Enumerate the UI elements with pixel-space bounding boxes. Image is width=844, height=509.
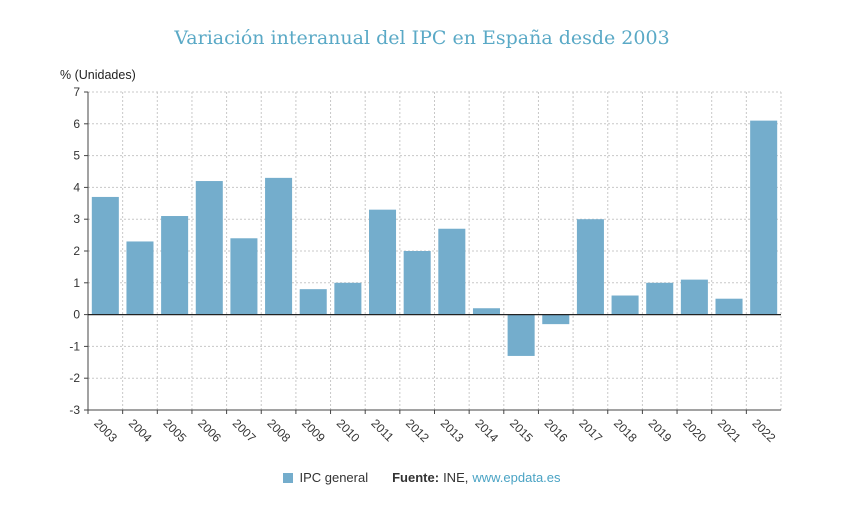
x-tick-label: 2017 xyxy=(576,416,605,445)
bar-2004[interactable] xyxy=(126,241,154,315)
y-tick-label: 3 xyxy=(73,212,80,226)
y-tick-label: 1 xyxy=(73,276,80,290)
x-tick-label: 2020 xyxy=(680,416,709,445)
bar-2014[interactable] xyxy=(472,308,500,315)
bar-2003[interactable] xyxy=(91,196,119,315)
bar-2017[interactable] xyxy=(576,219,604,315)
bar-2016[interactable] xyxy=(542,314,570,325)
y-tick-label: -2 xyxy=(69,371,80,385)
y-tick-label: 4 xyxy=(73,180,80,194)
x-tick-label: 2015 xyxy=(507,416,536,445)
bar-2018[interactable] xyxy=(611,295,639,315)
y-tick-label: 7 xyxy=(73,85,80,99)
legend-swatch-ipc-general xyxy=(283,472,294,483)
x-tick-label: 2021 xyxy=(715,416,744,445)
x-tick-label: 2005 xyxy=(161,416,190,445)
x-axis-ticks: 2003 2004 2005 2006 2007 2008 2009 2010 2011 2012… xyxy=(87,410,779,445)
x-tick-label: 2012 xyxy=(403,416,432,445)
bar-2019[interactable] xyxy=(646,282,674,315)
x-tick-label: 2018 xyxy=(611,416,640,445)
bar-2005[interactable] xyxy=(161,216,189,315)
bar-2006[interactable] xyxy=(195,181,223,315)
x-tick-label: 2014 xyxy=(472,416,501,445)
x-tick-label: 2007 xyxy=(230,416,259,445)
y-tick-label: 5 xyxy=(73,149,80,163)
bar-2010[interactable] xyxy=(334,282,362,315)
legend-label: IPC general xyxy=(299,470,369,485)
source-text: INE, xyxy=(443,470,469,485)
bar-2008[interactable] xyxy=(265,177,293,315)
bar-2012[interactable] xyxy=(403,251,431,315)
gridlines xyxy=(88,91,782,411)
y-axis-ticks: 7 6 5 4 3 2 1 0 -1 -2 -3 xyxy=(69,85,88,417)
y-tick-label: 0 xyxy=(73,308,80,322)
y-tick-label: -1 xyxy=(69,339,80,353)
x-tick-label: 2006 xyxy=(195,416,224,445)
y-axis-unit-label: % (Unidades) xyxy=(60,68,136,82)
source-link[interactable]: www.epdata.es xyxy=(472,470,561,485)
bar-2015[interactable] xyxy=(507,314,535,356)
x-tick-label: 2010 xyxy=(334,416,363,445)
bar-2022[interactable] xyxy=(750,120,778,315)
x-tick-label: 2022 xyxy=(750,416,779,445)
x-tick-label: 2004 xyxy=(126,416,155,445)
bar-2021[interactable] xyxy=(715,298,743,315)
x-tick-label: 2019 xyxy=(646,416,675,445)
y-tick-label: -3 xyxy=(69,403,80,417)
x-tick-label: 2016 xyxy=(542,416,571,445)
bar-2007[interactable] xyxy=(230,238,258,315)
x-tick-label: 2011 xyxy=(368,416,396,444)
legend: IPC general Fuente: INE, www.epdata.es xyxy=(0,470,844,485)
x-tick-label: 2003 xyxy=(91,416,120,445)
y-tick-label: 6 xyxy=(73,117,80,131)
bar-2009[interactable] xyxy=(299,289,327,315)
bar-2013[interactable] xyxy=(438,228,466,315)
x-tick-label: 2008 xyxy=(264,416,293,445)
source-label: Fuente: xyxy=(392,470,440,485)
y-tick-label: 2 xyxy=(73,244,80,258)
bars xyxy=(91,120,778,356)
x-tick-label: 2013 xyxy=(438,416,467,445)
bar-2020[interactable] xyxy=(680,279,708,315)
bar-2011[interactable] xyxy=(369,209,397,315)
x-tick-label: 2009 xyxy=(299,416,328,445)
chart-title: Variación interanual del IPC en España d… xyxy=(174,27,670,49)
